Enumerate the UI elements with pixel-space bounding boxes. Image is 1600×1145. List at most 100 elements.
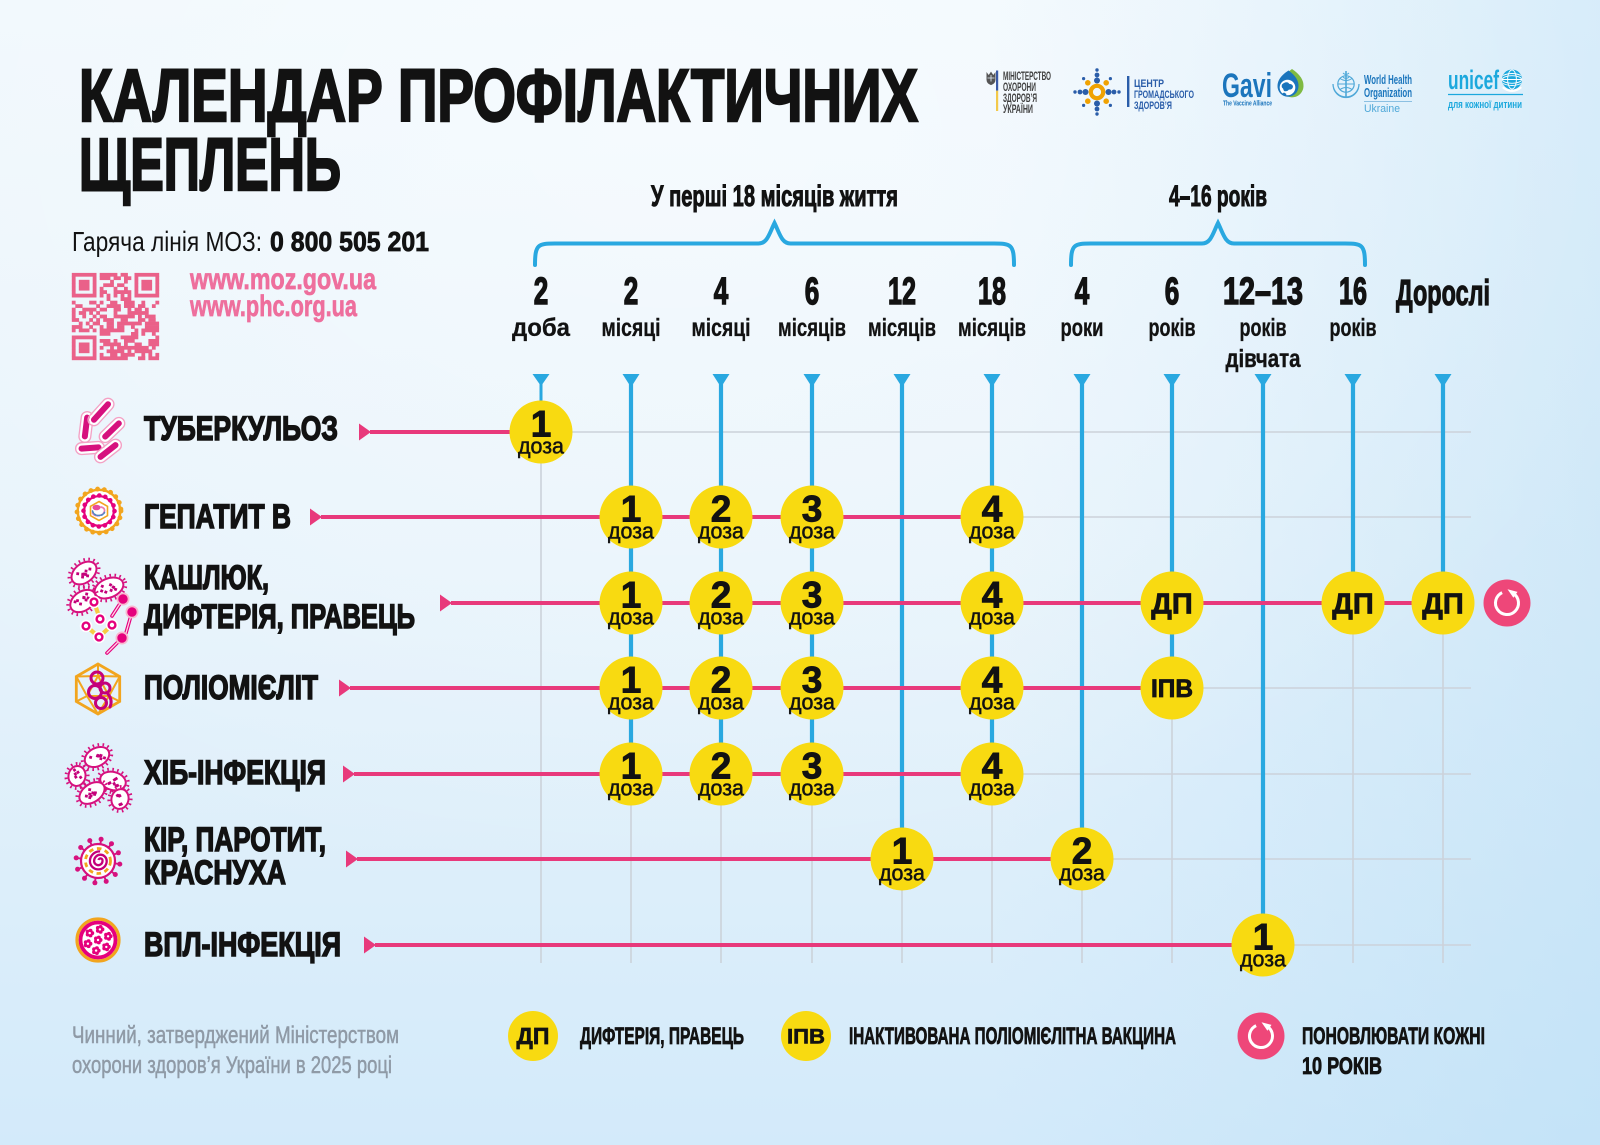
svg-text:6: 6 bbox=[1165, 271, 1180, 313]
svg-text:доза: доза bbox=[789, 605, 836, 630]
svg-text:ДП: ДП bbox=[1422, 588, 1464, 620]
svg-text:4–16 років: 4–16 років bbox=[1169, 180, 1267, 213]
svg-text:КАЛЕНДАР ПРОФІЛАКТИЧНИХ: КАЛЕНДАР ПРОФІЛАКТИЧНИХ bbox=[79, 54, 918, 137]
svg-text:місяці: місяці bbox=[602, 314, 661, 342]
svg-text:КАШЛЮК,: КАШЛЮК, bbox=[144, 559, 269, 597]
svg-text:доза: доза bbox=[879, 861, 926, 886]
svg-text:доза: доза bbox=[969, 605, 1016, 630]
svg-text:1: 1 bbox=[621, 489, 642, 530]
svg-text:УКРАЇНИ: УКРАЇНИ bbox=[1003, 101, 1033, 116]
svg-text:КРАСНУХА: КРАСНУХА bbox=[144, 854, 286, 892]
svg-text:ОХОРОНИ: ОХОРОНИ bbox=[1003, 80, 1036, 94]
svg-text:1: 1 bbox=[621, 575, 642, 616]
svg-text:2: 2 bbox=[711, 575, 732, 616]
svg-text:The Vaccine Alliance: The Vaccine Alliance bbox=[1223, 99, 1272, 108]
svg-text:ДП: ДП bbox=[1151, 588, 1193, 620]
svg-text:Ukraine: Ukraine bbox=[1364, 103, 1400, 115]
svg-text:2: 2 bbox=[1072, 831, 1093, 872]
svg-text:доза: доза bbox=[698, 776, 745, 801]
svg-text:доза: доза bbox=[698, 519, 745, 544]
svg-text:ДИФТЕРІЯ, ПРАВЕЦЬ: ДИФТЕРІЯ, ПРАВЕЦЬ bbox=[580, 1023, 744, 1050]
svg-text:2: 2 bbox=[534, 271, 549, 313]
svg-text:років: років bbox=[1240, 314, 1287, 342]
svg-text:ХІБ-ІНФЕКЦІЯ: ХІБ-ІНФЕКЦІЯ bbox=[144, 754, 326, 792]
svg-text:ІПВ: ІПВ bbox=[1151, 675, 1193, 703]
svg-text:ЦЕНТР: ЦЕНТР bbox=[1134, 78, 1164, 90]
svg-text:ВПЛ-ІНФЕКЦІЯ: ВПЛ-ІНФЕКЦІЯ bbox=[144, 926, 341, 964]
svg-text:Дорослі: Дорослі bbox=[1396, 272, 1490, 313]
svg-text:доза: доза bbox=[608, 776, 655, 801]
svg-text:www.phc.org.ua: www.phc.org.ua bbox=[189, 290, 357, 323]
svg-text:2: 2 bbox=[711, 660, 732, 701]
svg-text:охорони здоров’я України в 202: охорони здоров’я України в 2025 році bbox=[72, 1052, 392, 1079]
svg-text:1: 1 bbox=[1253, 917, 1274, 958]
svg-text:У перші 18 місяців життя: У перші 18 місяців життя bbox=[651, 180, 898, 213]
svg-text:доза: доза bbox=[789, 519, 836, 544]
svg-text:років: років bbox=[1330, 314, 1377, 342]
svg-text:доба: доба bbox=[512, 314, 571, 342]
svg-text:Чинний, затверджений Міністерс: Чинний, затверджений Міністерством bbox=[72, 1022, 399, 1049]
svg-text:доза: доза bbox=[608, 690, 655, 715]
svg-text:4: 4 bbox=[982, 660, 1003, 701]
svg-text:ІНАКТИВОВАНА ПОЛІОМІЄЛІТНА ВАК: ІНАКТИВОВАНА ПОЛІОМІЄЛІТНА ВАКЦИНА bbox=[849, 1023, 1176, 1050]
svg-text:Organization: Organization bbox=[1364, 86, 1412, 100]
svg-text:16: 16 bbox=[1339, 271, 1367, 313]
svg-text:12: 12 bbox=[888, 271, 916, 313]
svg-text:доза: доза bbox=[969, 776, 1016, 801]
svg-text:4: 4 bbox=[982, 489, 1003, 530]
svg-text:років: років bbox=[1149, 314, 1196, 342]
svg-text:ДП: ДП bbox=[1332, 588, 1374, 620]
svg-text:ІПВ: ІПВ bbox=[787, 1025, 825, 1049]
svg-text:місяці: місяці bbox=[692, 314, 751, 342]
svg-text:0 800 505 201: 0 800 505 201 bbox=[270, 226, 429, 257]
svg-text:1: 1 bbox=[621, 746, 642, 787]
svg-text:3: 3 bbox=[802, 746, 823, 787]
svg-text:World Health: World Health bbox=[1364, 73, 1412, 87]
svg-text:12–13: 12–13 bbox=[1223, 271, 1303, 313]
svg-text:МІНІСТЕРСТВО: МІНІСТЕРСТВО bbox=[1003, 69, 1051, 83]
svg-text:для кожної дитини: для кожної дитини bbox=[1448, 99, 1522, 111]
svg-text:4: 4 bbox=[982, 575, 1003, 616]
svg-text:роки: роки bbox=[1061, 314, 1104, 342]
svg-text:Гаряча лінія МОЗ:: Гаряча лінія МОЗ: bbox=[72, 226, 262, 257]
svg-text:4: 4 bbox=[982, 746, 1003, 787]
svg-text:4: 4 bbox=[714, 271, 729, 313]
svg-text:ЗДОРОВ’Я: ЗДОРОВ’Я bbox=[1003, 91, 1037, 105]
svg-text:доза: доза bbox=[1059, 861, 1106, 886]
svg-text:1: 1 bbox=[892, 831, 913, 872]
svg-text:доза: доза bbox=[608, 605, 655, 630]
svg-text:2: 2 bbox=[624, 271, 639, 313]
svg-text:місяців: місяців bbox=[868, 314, 936, 342]
svg-text:доза: доза bbox=[608, 519, 655, 544]
svg-text:www.moz.gov.ua: www.moz.gov.ua bbox=[189, 263, 376, 296]
svg-text:доза: доза bbox=[789, 776, 836, 801]
svg-text:доза: доза bbox=[969, 519, 1016, 544]
svg-text:місяців: місяців bbox=[958, 314, 1026, 342]
svg-text:КІР, ПАРОТИТ,: КІР, ПАРОТИТ, bbox=[144, 821, 326, 859]
svg-text:доза: доза bbox=[698, 605, 745, 630]
svg-text:2: 2 bbox=[711, 746, 732, 787]
svg-text:unicef: unicef bbox=[1448, 65, 1500, 95]
svg-text:3: 3 bbox=[802, 489, 823, 530]
svg-text:ПОНОВЛЮВАТИ КОЖНІ: ПОНОВЛЮВАТИ КОЖНІ bbox=[1302, 1023, 1485, 1050]
svg-text:дівчата: дівчата bbox=[1226, 345, 1302, 373]
svg-text:ГЕПАТИТ В: ГЕПАТИТ В bbox=[144, 498, 291, 536]
svg-text:ДП: ДП bbox=[517, 1023, 550, 1049]
svg-text:4: 4 bbox=[1075, 271, 1090, 313]
svg-text:ЗДОРОВ’Я: ЗДОРОВ’Я bbox=[1134, 100, 1172, 112]
svg-text:доза: доза bbox=[518, 434, 565, 459]
svg-text:ТУБЕРКУЛЬОЗ: ТУБЕРКУЛЬОЗ bbox=[144, 410, 338, 448]
svg-text:6: 6 bbox=[805, 271, 820, 313]
svg-text:3: 3 bbox=[802, 660, 823, 701]
svg-text:ДИФТЕРІЯ, ПРАВЕЦЬ: ДИФТЕРІЯ, ПРАВЕЦЬ bbox=[144, 598, 415, 636]
svg-text:доза: доза bbox=[1240, 947, 1287, 972]
svg-text:доза: доза bbox=[969, 690, 1016, 715]
svg-text:ПОЛІОМІЄЛІТ: ПОЛІОМІЄЛІТ bbox=[144, 669, 318, 707]
svg-text:доза: доза bbox=[698, 690, 745, 715]
svg-text:Gavi: Gavi bbox=[1222, 67, 1272, 105]
svg-text:місяців: місяців bbox=[778, 314, 846, 342]
svg-text:1: 1 bbox=[531, 404, 552, 445]
svg-text:2: 2 bbox=[711, 489, 732, 530]
svg-text:1: 1 bbox=[621, 660, 642, 701]
svg-text:доза: доза bbox=[789, 690, 836, 715]
